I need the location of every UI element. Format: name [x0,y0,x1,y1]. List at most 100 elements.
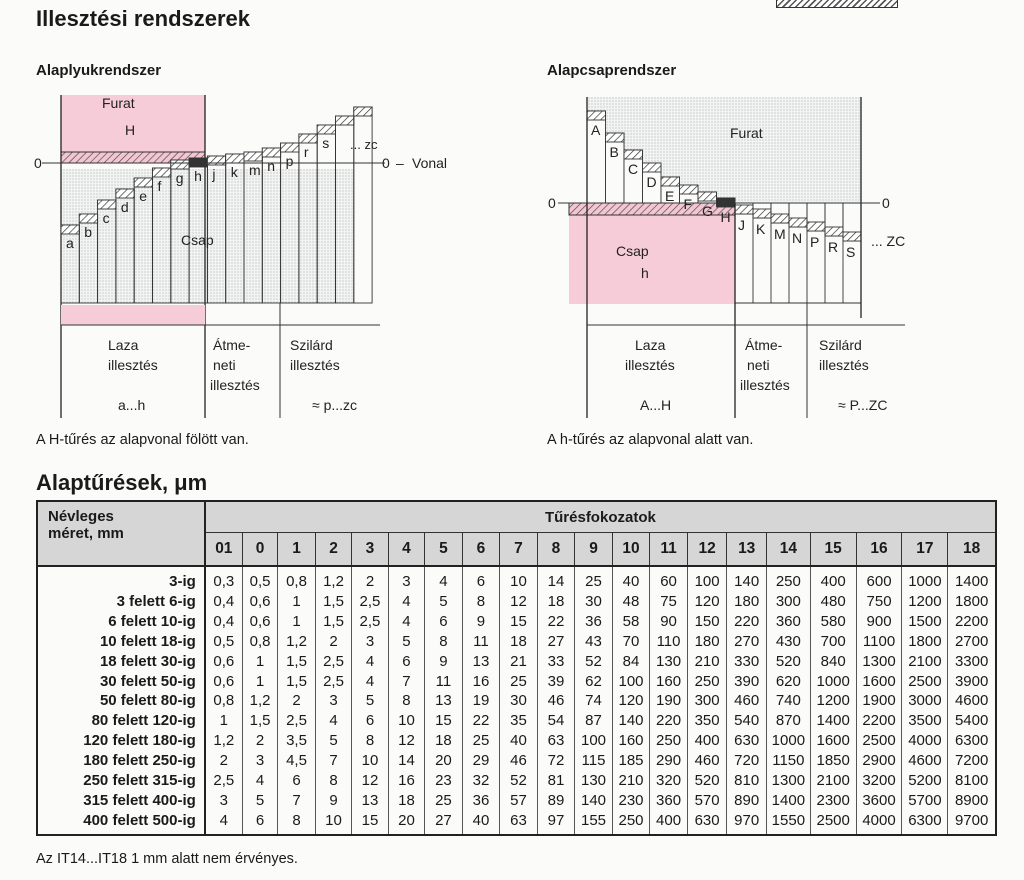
value-cell: 74 [574,691,613,712]
value-cell: 1,5 [277,651,316,672]
value-cell: 2700 [947,631,996,652]
value-cell: 25 [461,731,500,752]
svg-text:illesztés: illesztés [819,357,869,373]
value-cell: 90 [649,611,688,632]
right-letter-G: G [702,203,713,219]
right-letter-D: D [647,174,657,190]
svg-text:illesztés: illesztés [625,357,675,373]
value-cell: 9700 [947,810,996,835]
value-cell: 25 [574,566,613,592]
value-cell: 540 [726,711,767,732]
value-cell: 8 [387,691,425,712]
zero-left: 0 [548,195,556,211]
grade-col-16: 16 [855,532,903,567]
grade-col-3: 3 [351,532,389,567]
value-cell: 3 [314,691,352,712]
value-cell: 400 [649,810,688,835]
value-cell: 46 [536,691,575,712]
value-cell: 140 [574,790,613,811]
size-cell: 10 felett 18-ig [37,631,206,652]
value-cell: 13 [351,790,389,811]
value-cell: 1600 [855,671,902,692]
hatched-box-fragment [776,0,898,8]
value-cell: 52 [499,771,538,791]
page-title: Illesztési rendszerek [36,6,251,31]
value-cell: 2,5 [351,591,389,612]
value-cell: 75 [649,591,688,612]
right-letter-J: J [738,217,745,233]
value-cell: 40 [611,566,650,592]
value-cell: 270 [726,631,767,652]
value-cell: 84 [611,651,650,672]
value-cell: 8100 [947,771,996,791]
size-cell: 18 felett 30-ig [37,651,206,672]
value-cell: 43 [574,631,613,652]
value-cell: 15 [351,810,389,835]
value-cell: 60 [649,566,688,592]
value-cell: 2,5 [351,611,389,632]
left-letter-j: j [211,166,215,182]
hole-letter: H [125,122,135,138]
tolerance-table: Névleges méret, mm Tűrésfokozatok 01 0 1 2 3… [36,500,997,836]
value-cell: 480 [809,591,857,612]
value-cell: 4 [351,671,389,692]
svg-text:illesztés: illesztés [290,357,340,373]
value-cell: 190 [649,691,688,712]
zero-right: 0 [882,195,890,211]
value-cell: 520 [765,651,811,672]
shaft-label: Csap [181,232,214,248]
value-cell: 4600 [901,751,948,772]
value-cell: 2500 [809,810,857,835]
value-cell: 18 [499,631,538,652]
value-cell: 870 [765,711,811,732]
value-cell: 360 [765,611,811,632]
value-cell: 290 [649,751,688,772]
svg-text:Átme-: Átme- [745,337,783,353]
value-cell: 8 [461,591,500,612]
value-cell: 100 [686,566,727,592]
size-cell: 80 felett 120-ig [37,711,206,732]
grade-col-5: 5 [424,532,463,567]
value-cell: 15 [424,711,463,732]
left-letter-c: c [103,210,110,226]
right-letter-R: R [828,239,838,255]
value-cell: 160 [611,731,650,752]
left-letter-g: g [176,170,184,186]
value-cell: 1,5 [314,591,352,612]
value-cell: 62 [574,671,613,692]
value-cell: 210 [611,771,650,791]
value-cell: 1600 [809,731,857,752]
table-row: 80 felett 120-ig 1 1,5 2,5 4 6 10 15 22 35 54 87 140… [37,711,996,732]
value-cell: 0,4 [204,611,243,632]
value-cell: 3900 [947,671,996,692]
value-cell: 110 [649,631,688,652]
value-cell: 2 [204,751,243,772]
value-cell: 160 [649,671,688,692]
footnote: Az IT14...IT18 1 mm alatt nem érvényes. [36,851,298,867]
value-cell: 22 [461,711,500,732]
value-cell: 250 [686,671,727,692]
grade-col-17: 17 [901,532,949,567]
value-cell: 250 [765,566,811,592]
value-cell: 1,2 [314,566,352,592]
value-cell: 3 [351,631,389,652]
line-label: Vonal [412,155,447,171]
svg-text:illesztés: illesztés [210,377,260,393]
value-cell: 4 [387,591,425,612]
left-caption: A H-tűrés az alapvonal fölött van. [36,432,249,448]
value-cell: 2,5 [277,711,316,732]
table-row: 3-ig 0,3 0,5 0,8 1,2 2 3 4 6 10 14 25 40 60 100 140 250 4… [37,566,996,592]
grade-col-18: 18 [947,532,997,567]
size-cell: 120 felett 180-ig [37,731,206,752]
value-cell: 36 [574,611,613,632]
value-cell: 14 [536,566,575,592]
value-cell: 18 [387,790,425,811]
value-cell: 11 [424,671,463,692]
svg-text:≈ p...zc: ≈ p...zc [312,397,357,413]
value-cell: 130 [649,651,688,672]
size-cell: 250 felett 315-ig [37,771,206,791]
value-cell: 4,5 [277,751,316,772]
left-letter-s: s [322,135,329,151]
value-cell: 25 [499,671,538,692]
value-cell: 40 [461,810,500,835]
